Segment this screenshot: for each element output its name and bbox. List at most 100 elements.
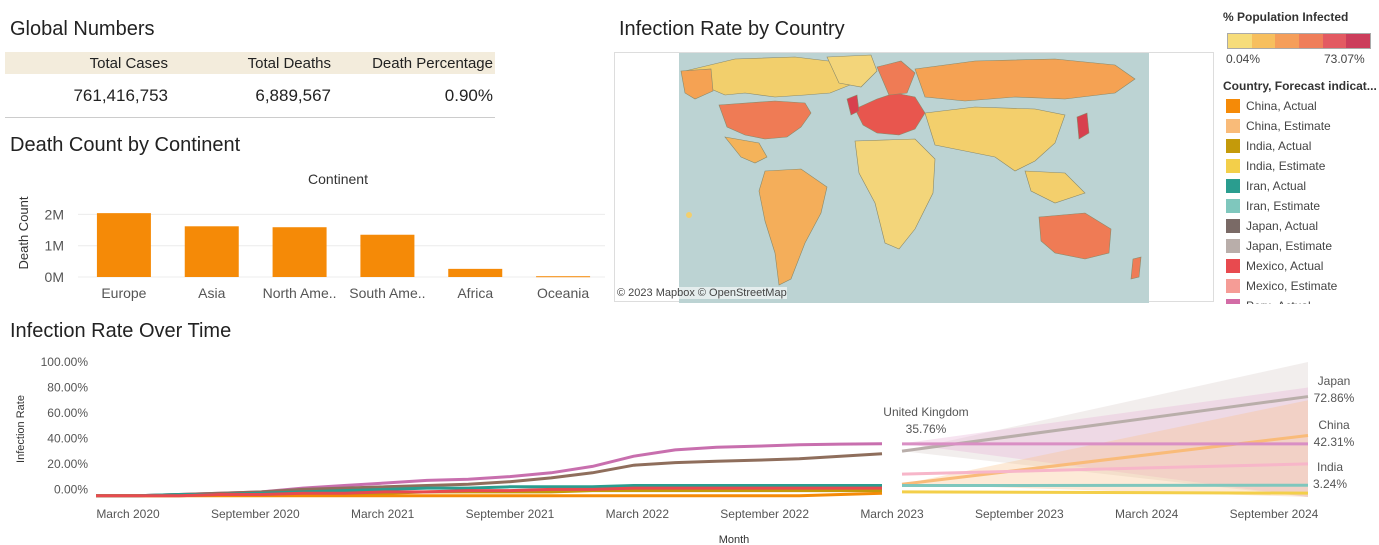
header-total-deaths[interactable]: Total Deaths: [247, 54, 331, 72]
line-xtick-label: September 2024: [1230, 507, 1319, 521]
bar-xtick-label: Asia: [198, 285, 225, 301]
country-legend-item[interactable]: China, Estimate: [1226, 116, 1376, 136]
death-count-bar-chart: Continent Death Count 0M 1M 2M Europe Asia N…: [16, 171, 605, 301]
global-numbers-row: 761,416,753 6,889,567 0.90%: [5, 74, 495, 118]
header-death-percentage[interactable]: Death Percentage: [372, 54, 493, 72]
legend-swatch: [1226, 179, 1240, 193]
color-scale-bar[interactable]: [1227, 33, 1371, 49]
value-total-deaths[interactable]: 6,889,567: [255, 85, 331, 105]
region-island: [686, 212, 692, 218]
bar-xtick-label: Africa: [457, 285, 493, 301]
forecast-line-peru[interactable]: [901, 462, 1309, 476]
legend-swatch: [1226, 239, 1240, 253]
region-australia: [1038, 212, 1112, 260]
global-numbers-header: Total Cases Total Deaths Death Percentag…: [5, 52, 495, 74]
scale-swatch: [1228, 34, 1252, 48]
line-ytick-label: 0.00%: [54, 482, 88, 496]
scale-min-label: 0.04%: [1226, 52, 1261, 66]
legend-label: Japan, Actual: [1246, 219, 1319, 233]
forecast-band: [902, 387, 1308, 497]
bar-chart-header: Continent: [308, 171, 368, 187]
map-title: Infection Rate by Country: [619, 18, 845, 40]
country-legend-item[interactable]: Mexico, Actual: [1226, 256, 1376, 276]
annotation-label: United Kingdom: [883, 405, 968, 419]
line-xtick-label: September 2020: [211, 507, 300, 521]
forecast-line-japan[interactable]: [901, 395, 1309, 453]
legend-label: Mexico, Actual: [1246, 259, 1324, 273]
scale-swatch: [1275, 34, 1300, 48]
country-legend-item[interactable]: Japan, Actual: [1226, 216, 1376, 236]
line-xtick-label: March 2021: [351, 507, 415, 521]
bar-europe[interactable]: [96, 213, 151, 277]
region-greenland: [826, 54, 878, 88]
bar-xtick-label: Oceania: [537, 285, 589, 301]
scale-swatch: [1346, 34, 1371, 48]
infection-rate-line-chart: Infection Rate Month 0.00% 20.00% 40.00% 60…: [15, 355, 1355, 545]
line-xtick-label: September 2022: [720, 507, 809, 521]
annotation-label: China: [1318, 418, 1350, 432]
region-usa: [718, 100, 812, 140]
legend-label: Iran, Estimate: [1246, 199, 1321, 213]
region-africa: [854, 138, 936, 250]
country-legend-item[interactable]: India, Estimate: [1226, 156, 1376, 176]
line-ytick-label: 40.00%: [47, 431, 88, 445]
region-asia: [924, 106, 1066, 172]
legend-swatch: [1226, 199, 1240, 213]
value-death-percentage[interactable]: 0.90%: [444, 85, 493, 105]
legend-swatch: [1226, 119, 1240, 133]
annotation-value: 3.24%: [1313, 477, 1347, 491]
legend-swatch: [1226, 279, 1240, 293]
bar-ytick-label: 1M: [45, 238, 64, 254]
line-ytick-label: 20.00%: [47, 457, 88, 471]
country-legend-item[interactable]: Peru, Actual: [1226, 296, 1376, 304]
line-chart-xlabel: Month: [719, 534, 750, 545]
forecast-band: [902, 362, 1308, 497]
map-attribution[interactable]: © 2023 Mapbox © OpenStreetMap: [617, 287, 787, 299]
country-legend-item[interactable]: China, Actual: [1226, 96, 1376, 116]
legend-label: China, Actual: [1246, 99, 1317, 113]
scale-swatch: [1299, 34, 1323, 48]
bar-xtick-label: South Ame..: [349, 285, 425, 301]
forecast-line-india[interactable]: [901, 490, 1309, 495]
country-legend-item[interactable]: Mexico, Estimate: [1226, 276, 1376, 296]
bar-africa[interactable]: [448, 268, 503, 277]
line-ytick-label: 100.00%: [41, 355, 89, 369]
region-southeast-asia: [1024, 170, 1086, 204]
line-xtick-label: March 2020: [96, 507, 160, 521]
value-total-cases[interactable]: 761,416,753: [73, 85, 168, 105]
continent-chart-title: Death Count by Continent: [10, 134, 241, 156]
legend-swatch: [1226, 299, 1240, 304]
map-frame[interactable]: © 2023 Mapbox © OpenStreetMap: [614, 52, 1215, 303]
scale-max-label: 73.07%: [1324, 52, 1365, 66]
global-numbers-table: Total Cases Total Deaths Death Percentag…: [5, 52, 495, 118]
line-xtick-label: March 2023: [860, 507, 924, 521]
country-legend-item[interactable]: Iran, Estimate: [1226, 196, 1376, 216]
bar-xtick-label: North Ame..: [263, 285, 337, 301]
header-total-cases[interactable]: Total Cases: [89, 54, 168, 72]
region-russia: [914, 58, 1136, 102]
country-legend-item[interactable]: India, Actual: [1226, 136, 1376, 156]
legend-swatch: [1226, 139, 1240, 153]
series-line-mexico[interactable]: [96, 486, 882, 498]
scale-swatch: [1251, 34, 1276, 48]
annotation-label: Japan: [1318, 374, 1351, 388]
region-alaska: [680, 68, 714, 100]
bar-south-ame-[interactable]: [360, 234, 415, 277]
global-numbers-title: Global Numbers: [10, 18, 155, 40]
country-legend-list[interactable]: China, Actual China, Estimate India, Actua…: [1226, 96, 1376, 304]
bar-north-ame-[interactable]: [272, 227, 327, 277]
legend-swatch: [1226, 259, 1240, 273]
world-map[interactable]: [615, 53, 1215, 303]
legend-swatch: [1226, 99, 1240, 113]
country-legend-item[interactable]: Japan, Estimate: [1226, 236, 1376, 256]
bar-asia[interactable]: [184, 226, 239, 277]
region-canada: [684, 56, 856, 98]
line-xtick-label: September 2021: [466, 507, 555, 521]
region-scandinavia: [876, 60, 916, 96]
bar-ytick-label: 0M: [45, 269, 64, 285]
region-mexico: [724, 136, 768, 164]
country-legend-item[interactable]: Iran, Actual: [1226, 176, 1376, 196]
annotation-label: India: [1317, 460, 1343, 474]
bar-oceania[interactable]: [536, 276, 591, 278]
legend-label: Peru, Actual: [1246, 299, 1311, 304]
